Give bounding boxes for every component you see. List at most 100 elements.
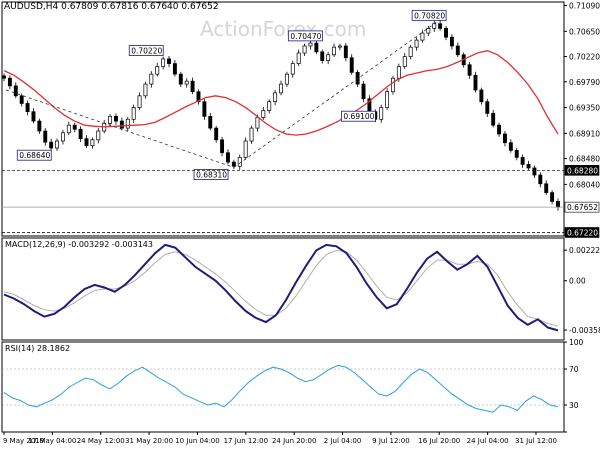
candle-body-36 <box>214 127 219 141</box>
candle-body-76 <box>449 36 454 47</box>
candle-body-54 <box>320 51 325 61</box>
candle-body-29 <box>172 63 177 75</box>
candle-body-21 <box>125 118 130 129</box>
candle-body-10 <box>60 132 65 142</box>
candle-body-61 <box>361 83 366 100</box>
level-label-1: 0.70470 <box>290 32 321 41</box>
price-ytick-label-0: 0.71090 <box>569 2 600 11</box>
candle-body-46 <box>273 92 278 103</box>
candle-body-77 <box>455 45 460 56</box>
candle-body-73 <box>432 23 437 29</box>
candle-body-18 <box>108 116 113 124</box>
x-tick-label-3: 31 May 20:00 <box>125 437 173 445</box>
candle-body-71 <box>420 32 425 41</box>
candle-body-27 <box>161 58 166 67</box>
rsi-ytick-label-0: 100 <box>569 338 584 347</box>
level-label-7: 0.67652 <box>567 203 598 212</box>
candle-body-85 <box>503 133 507 144</box>
level-label-4: 0.68640 <box>19 151 50 160</box>
candle-body-51 <box>302 45 307 54</box>
candle-body-88 <box>520 157 525 165</box>
level-tag-7 <box>564 201 600 213</box>
price-ytick-label-3: 0.69790 <box>569 78 600 87</box>
candle-body-3 <box>19 95 24 104</box>
candle-body-68 <box>402 56 407 67</box>
candle-body-67 <box>396 66 401 79</box>
macd-line <box>3 243 559 332</box>
level-box-3 <box>341 110 376 122</box>
candle-body-66 <box>391 77 395 93</box>
candle-body-92 <box>544 183 549 193</box>
candle-body-8 <box>49 141 54 149</box>
x-tick-label-0: 9 May 2019 <box>3 437 44 445</box>
macd-ytick-label-1: 0.00 <box>569 277 586 286</box>
candle-body-19 <box>114 116 118 122</box>
candle-body-14 <box>84 138 89 147</box>
candle-body-24 <box>143 83 148 97</box>
candle-body-48 <box>284 73 289 85</box>
candle-body-9 <box>55 140 59 149</box>
x-tick-label-6: 24 Jun 20:00 <box>272 437 316 445</box>
price-ytick-label-1: 0.70650 <box>569 27 600 36</box>
candle-body-35 <box>208 116 213 129</box>
candle-body-0 <box>2 75 6 79</box>
candle-body-11 <box>66 124 71 134</box>
rsi-line <box>3 364 559 413</box>
candle-body-89 <box>526 164 531 169</box>
candle-body-41 <box>243 140 248 158</box>
candle-body-93 <box>550 192 555 202</box>
level-tag-6 <box>564 165 600 176</box>
x-tick-label-1: 17 May 04:00 <box>28 437 76 445</box>
candle-body-75 <box>444 28 448 38</box>
candle-body-42 <box>249 127 254 142</box>
macd-title: MACD(12,26,9) -0.003292 -0.003143 <box>5 240 153 249</box>
x-tick-label-2: 24 May 12:00 <box>77 437 125 445</box>
level-box-4 <box>16 149 52 161</box>
candle-body-53 <box>314 42 319 53</box>
candle-body-12 <box>72 124 77 130</box>
candle-body-1 <box>7 77 12 87</box>
rsi-title: RSI(14) 28.1862 <box>5 344 70 353</box>
candle-body-87 <box>514 150 519 158</box>
symbol-line: AUDUSD,H4 0.67809 0.67816 0.67640 0.6765… <box>4 2 219 12</box>
chart-watermark: ActionForex.com <box>200 17 366 41</box>
price-moving-average <box>3 50 559 136</box>
candle-body-38 <box>226 152 230 163</box>
candle-body-26 <box>155 66 160 75</box>
candle-body-4 <box>25 103 30 113</box>
x-tick-label-7: 2 Jul 04:00 <box>324 437 362 445</box>
candle-body-39 <box>231 161 236 167</box>
panel-frame-0 <box>1 1 565 237</box>
candle-body-56 <box>332 46 336 56</box>
panel-frame-2 <box>1 341 565 433</box>
candle-body-13 <box>78 128 83 139</box>
candle-body-49 <box>290 63 295 75</box>
candle-body-94 <box>556 201 560 208</box>
level-label-5: 0.68310 <box>196 171 227 180</box>
rsi-ytick-label-2: 30 <box>569 401 579 410</box>
price-ytick-label-4: 0.69350 <box>569 104 600 113</box>
candle-body-40 <box>237 157 242 167</box>
level-label-8: 0.67220 <box>567 228 598 237</box>
level-box-5 <box>193 169 229 180</box>
level-box-1 <box>287 30 323 42</box>
level-label-0: 0.70820 <box>414 11 445 20</box>
candle-body-83 <box>491 113 496 126</box>
candle-body-16 <box>96 130 101 141</box>
price-ytick-label-7: 0.68040 <box>569 180 600 189</box>
candle-body-59 <box>349 57 354 73</box>
candle-body-72 <box>426 28 431 34</box>
level-box-2 <box>128 45 164 56</box>
candle-body-47 <box>279 83 283 94</box>
candle-body-65 <box>385 91 390 108</box>
panel-frame-1 <box>1 237 565 341</box>
candle-body-34 <box>202 101 207 117</box>
candle-body-43 <box>255 117 260 129</box>
macd-ytick-label-0: 0.00222 <box>569 246 600 255</box>
candle-body-2 <box>13 85 18 97</box>
candle-body-52 <box>308 42 313 47</box>
candle-body-64 <box>379 107 384 120</box>
x-tick-label-11: 31 Jul 12:00 <box>515 437 557 445</box>
